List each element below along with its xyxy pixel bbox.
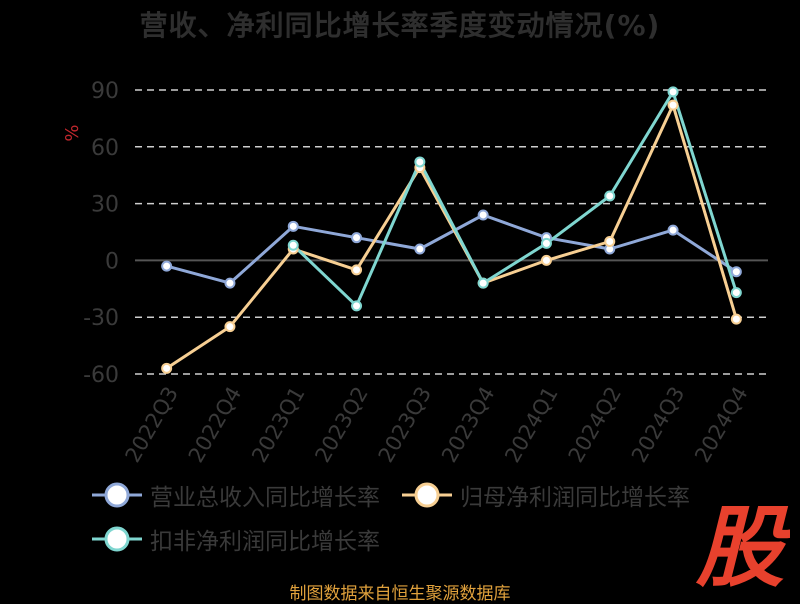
data-point[interactable]	[477, 277, 489, 289]
data-point[interactable]	[161, 260, 173, 272]
y-tick-label: 0	[105, 249, 119, 274]
data-point[interactable]	[730, 266, 742, 278]
series-line-2	[292, 90, 738, 308]
svg-text:股: 股	[695, 500, 790, 592]
legend-label-deducted-net-profit: 扣非净利润同比增长率	[150, 529, 380, 555]
x-tick-label: 2024Q4	[690, 383, 752, 467]
x-tick-label: 2023Q3	[374, 382, 436, 466]
data-point[interactable]	[730, 313, 742, 325]
data-point[interactable]	[477, 209, 489, 221]
legend-label-revenue: 营业总收入同比增长率	[150, 485, 380, 511]
legend-marker-net-profit	[402, 482, 452, 508]
x-tick-label: 2024Q3	[627, 383, 689, 467]
data-point[interactable]	[351, 300, 363, 312]
y-axis-label: %	[62, 124, 83, 141]
legend-item-net-profit[interactable]: 归母净利润同比增长率	[402, 478, 690, 512]
series-line-0	[166, 213, 738, 285]
data-point[interactable]	[414, 243, 426, 255]
data-source-note: 制图数据来自恒生聚源数据库	[289, 584, 511, 604]
x-tick-label: 2023Q1	[247, 383, 309, 467]
data-points	[161, 86, 742, 374]
series-lines	[165, 90, 738, 370]
data-point[interactable]	[414, 156, 426, 168]
data-point[interactable]	[540, 254, 552, 266]
y-tick-label: 60	[91, 136, 119, 161]
x-tick-label: 2022Q3	[121, 383, 183, 467]
chart-title: 营收、净利同比增长率季度变动情况(%)	[139, 9, 661, 42]
data-point[interactable]	[604, 190, 616, 202]
data-point[interactable]	[730, 287, 742, 299]
y-tick-label: 30	[91, 193, 119, 218]
data-point[interactable]	[667, 86, 679, 98]
x-tick-label: 2022Q4	[184, 383, 246, 467]
data-point[interactable]	[351, 232, 363, 244]
legend-label-net-profit: 归母净利润同比增长率	[460, 485, 690, 511]
x-tick-label: 2023Q2	[310, 383, 372, 467]
legend-row-2: 扣非净利润同比增长率	[92, 522, 402, 556]
data-point[interactable]	[224, 321, 236, 333]
x-tick-label: 2024Q1	[500, 383, 562, 467]
y-tick-label: 90	[91, 79, 119, 104]
data-point[interactable]	[667, 99, 679, 111]
legend-item-deducted-net-profit[interactable]: 扣非净利润同比增长率	[92, 522, 380, 556]
data-point[interactable]	[604, 235, 616, 247]
stock-logo-watermark: 股	[695, 500, 790, 592]
y-tick-label: -60	[83, 363, 119, 388]
legend-marker-deducted-net-profit	[92, 526, 142, 552]
data-point[interactable]	[540, 237, 552, 249]
x-tick-label: 2024Q2	[564, 383, 626, 467]
data-point[interactable]	[667, 224, 679, 236]
data-point[interactable]	[224, 277, 236, 289]
data-point[interactable]	[161, 362, 173, 374]
legend-marker-revenue	[92, 482, 142, 508]
data-point[interactable]	[287, 239, 299, 251]
y-tick-label: -30	[83, 306, 119, 331]
x-tick-label: 2023Q4	[437, 383, 499, 467]
legend-item-revenue[interactable]: 营业总收入同比增长率	[92, 478, 380, 512]
legend-row-1: 营业总收入同比增长率 归母净利润同比增长率	[92, 478, 712, 512]
data-point[interactable]	[287, 220, 299, 232]
data-point[interactable]	[351, 264, 363, 276]
